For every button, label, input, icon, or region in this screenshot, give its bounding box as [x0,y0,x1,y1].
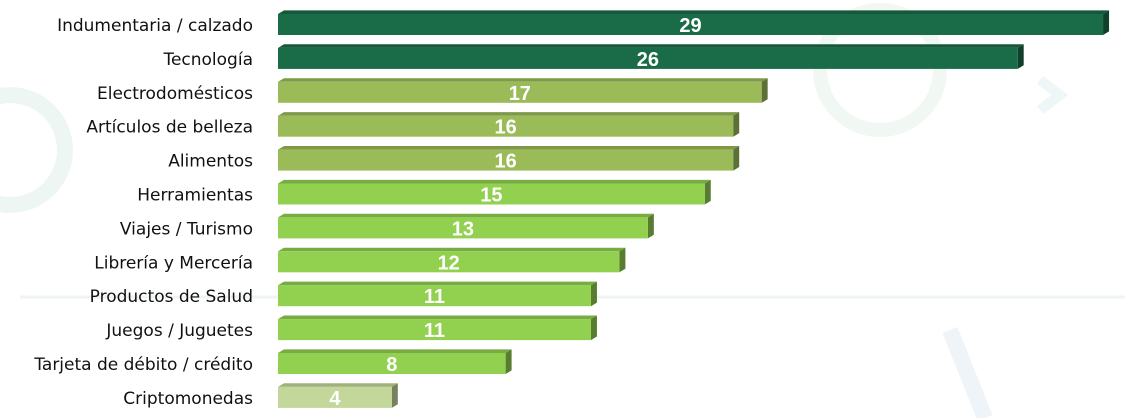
bar-side-face [733,112,740,137]
category-labels: Indumentaria / calzado Tecnología Electrod… [33,16,253,409]
category-label: Criptomonedas [123,389,253,409]
bar-alimentos [278,146,740,171]
data-label: 8 [386,354,397,376]
data-label: 4 [329,388,341,410]
data-label: 11 [424,286,445,308]
data-label: 13 [452,218,474,240]
bar-front-face [278,353,506,374]
category-label: Electrodomésticos [97,84,253,104]
data-label: 16 [494,151,516,173]
bar-front-face [278,217,648,239]
bar-front-face [278,386,392,408]
data-label: 17 [509,83,531,105]
bar-top-face [278,78,768,82]
data-label: 29 [679,15,701,37]
bar-top-face [278,44,1024,48]
bar-tecnologia [278,44,1024,69]
bar-front-face [278,285,591,307]
bar-top-face [278,383,398,387]
bar-tarjeta-de-debito-credito [278,349,512,374]
bar-indumentaria-calzado [278,10,1110,35]
bar-front-face [278,81,762,103]
bar-side-face [505,349,512,374]
bar-top-face [278,281,597,286]
bar-front-face [278,115,734,137]
bar-top-face [278,247,626,252]
data-label: 12 [438,252,460,274]
bar-side-face [590,315,597,341]
bar-criptomonedas [278,383,398,408]
bar-front-face [278,251,620,273]
category-label: Viajes / Turismo [120,219,253,239]
bar-productos-de-salud [278,281,597,307]
category-label: Alimentos [168,152,253,172]
bar-top-face [278,213,654,218]
bar-top-face [278,146,740,150]
value-labels: 29 26 17 16 16 15 13 12 11 11 8 4 [329,15,701,410]
bar-side-face [733,146,740,171]
category-label: Artículos de belleza [86,118,253,138]
category-label: Indumentaria / calzado [57,16,253,36]
data-label: 15 [480,185,502,207]
category-label: Tarjeta de débito / crédito [33,355,253,375]
category-label: Productos de Salud [90,287,253,307]
bar-electrodomesticos [278,78,768,103]
bar-side-face [391,383,398,408]
category-label: Librería y Mercería [94,253,253,273]
data-label: 16 [494,117,516,139]
bar-side-face [590,281,597,307]
data-label: 26 [637,49,659,71]
bar-juegos-juguetes [278,315,597,341]
bar-top-face [278,112,740,116]
bar-front-face [278,149,734,171]
bar-front-face [278,14,1104,35]
bar-side-face [1017,44,1024,69]
bar-top-face [278,315,597,320]
bar-top-face [278,349,512,353]
bar-viajes-turismo [278,213,654,239]
bar-libreria-y-merceria [278,247,626,273]
bar-side-face [1103,10,1110,35]
bar-front-face [278,183,705,205]
bar-side-face [619,247,626,273]
bar-top-face [278,10,1110,14]
bar-articulos-de-belleza [278,112,740,137]
bar-front-face [278,47,1018,69]
bar-side-face [647,213,654,239]
data-label: 11 [424,320,445,342]
category-label: Tecnología [162,50,253,70]
bars-group [278,10,1110,408]
category-label: Herramientas [137,186,253,206]
bar-top-face [278,179,711,184]
bar-side-face [704,179,711,205]
background-watermark [0,3,1125,418]
bar-front-face [278,319,591,341]
bar-herramientas [278,179,711,205]
category-label: Juegos / Juguetes [105,321,253,341]
bar-side-face [761,78,768,103]
